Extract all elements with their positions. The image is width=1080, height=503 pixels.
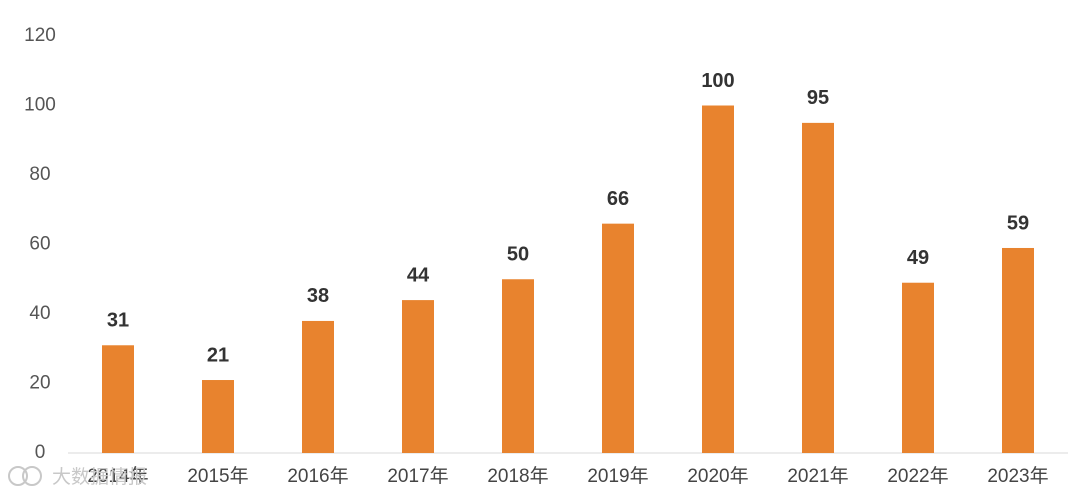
- x-tick-label: 2016年: [287, 465, 348, 487]
- data-label: 59: [1007, 212, 1029, 234]
- x-tick-label: 2017年: [387, 465, 448, 487]
- bar: [302, 320, 334, 453]
- bar: [202, 380, 234, 453]
- x-tick-label: 2020年: [687, 465, 748, 487]
- data-labels: 31 21 38 44 50 66 100 95 49 59: [107, 70, 1029, 367]
- y-tick-label: 80: [29, 164, 50, 185]
- y-tick-label: 20: [29, 373, 50, 394]
- bar: [102, 345, 134, 453]
- x-tick-label: 2021年: [787, 465, 848, 487]
- bar: [502, 279, 534, 453]
- y-tick-label: 0: [35, 442, 46, 463]
- y-tick-label: 120: [24, 25, 56, 46]
- watermark-text: 大数据情报: [52, 466, 147, 488]
- data-label: 50: [507, 244, 529, 266]
- bar: [602, 223, 634, 453]
- x-tick-label: 2023年: [987, 465, 1048, 487]
- x-tick-label: 2015年: [187, 465, 248, 487]
- bar-series: [102, 105, 1034, 453]
- data-label: 49: [907, 247, 929, 269]
- data-label: 21: [207, 344, 229, 366]
- bar: [402, 300, 434, 453]
- data-label: 38: [307, 285, 329, 307]
- x-axis: 2014年 2015年 2016年 2017年 2018年 2019年 2020年 2021年…: [87, 465, 1048, 487]
- y-tick-label: 60: [29, 234, 50, 255]
- y-tick-label: 100: [24, 95, 56, 116]
- data-label: 31: [107, 310, 129, 332]
- data-label: 44: [407, 264, 430, 286]
- y-tick-label: 40: [29, 303, 50, 324]
- bar: [702, 105, 734, 453]
- bar: [802, 122, 834, 453]
- y-axis: 0 20 40 60 80 100 120: [24, 25, 56, 463]
- x-tick-label: 2014年: [87, 465, 148, 487]
- data-label: 95: [807, 87, 829, 109]
- watermark-logo-icon: [8, 466, 42, 486]
- data-label: 66: [607, 188, 629, 210]
- data-label: 100: [701, 70, 734, 92]
- bar: [1002, 247, 1034, 453]
- bar: [902, 282, 934, 453]
- x-tick-label: 2018年: [487, 465, 548, 487]
- x-tick-label: 2019年: [587, 465, 648, 487]
- x-tick-label: 2022年: [887, 465, 948, 487]
- watermark: 大数据情报: [8, 466, 147, 488]
